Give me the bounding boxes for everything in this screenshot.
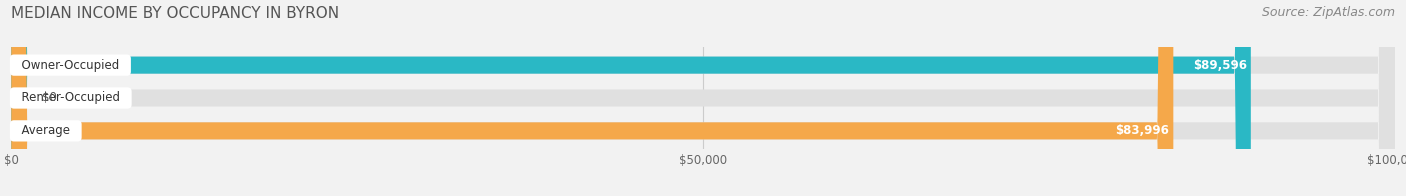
FancyBboxPatch shape <box>11 0 1395 196</box>
FancyBboxPatch shape <box>11 0 1395 196</box>
FancyBboxPatch shape <box>11 0 1251 196</box>
Text: $83,996: $83,996 <box>1115 124 1170 137</box>
Text: MEDIAN INCOME BY OCCUPANCY IN BYRON: MEDIAN INCOME BY OCCUPANCY IN BYRON <box>11 6 339 21</box>
Text: Source: ZipAtlas.com: Source: ZipAtlas.com <box>1261 6 1395 19</box>
Text: Owner-Occupied: Owner-Occupied <box>14 59 127 72</box>
Text: $0: $0 <box>42 92 56 104</box>
Text: Renter-Occupied: Renter-Occupied <box>14 92 128 104</box>
FancyBboxPatch shape <box>11 0 1174 196</box>
Text: Average: Average <box>14 124 77 137</box>
Text: $89,596: $89,596 <box>1192 59 1247 72</box>
FancyBboxPatch shape <box>11 0 1395 196</box>
